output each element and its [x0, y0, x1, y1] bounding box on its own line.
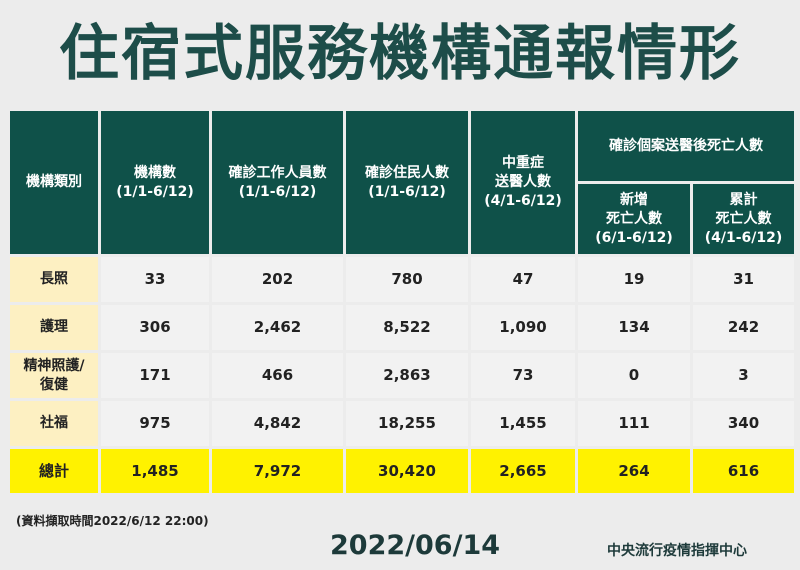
cell: 31: [693, 257, 794, 302]
header-category: 機構類別: [10, 111, 98, 254]
cell: 975: [101, 401, 209, 446]
cell: 3: [693, 353, 794, 398]
header-cum-deaths: 累計 死亡人數 (4/1-6/12): [693, 184, 794, 254]
cell: 466: [212, 353, 343, 398]
cell: 18,255: [346, 401, 468, 446]
row-category: 長照: [10, 257, 98, 302]
row-category: 護理: [10, 305, 98, 350]
organization-name: 中央流行疫情指揮中心: [607, 543, 747, 559]
table-row: 社福 975 4,842 18,255 1,455 111 340: [10, 401, 794, 446]
cell: 0: [578, 353, 690, 398]
header-severe: 中重症 送醫人數 (4/1-6/12): [471, 111, 575, 254]
header-institutions: 機構數 (1/1-6/12): [101, 111, 209, 254]
cell: 47: [471, 257, 575, 302]
table-row: 長照 33 202 780 47 19 31: [10, 257, 794, 302]
cell: 780: [346, 257, 468, 302]
cell: 33: [101, 257, 209, 302]
row-category: 精神照護/復健: [10, 353, 98, 398]
cell: 306: [101, 305, 209, 350]
total-cell: 264: [578, 449, 690, 493]
table-row: 護理 306 2,462 8,522 1,090 134 242: [10, 305, 794, 350]
cell: 1,090: [471, 305, 575, 350]
cell: 2,863: [346, 353, 468, 398]
total-row: 總計 1,485 7,972 30,420 2,665 264 616: [10, 449, 794, 493]
row-category: 社福: [10, 401, 98, 446]
cell: 8,522: [346, 305, 468, 350]
data-table: 機構類別 機構數 (1/1-6/12) 確診工作人員數 (1/1-6/12) 確診住…: [7, 108, 797, 496]
publish-date: 2022/06/14: [330, 530, 501, 561]
page-title: 住宿式服務機構通報情形: [59, 19, 741, 89]
header-deaths-group: 確診個案送醫後死亡人數: [578, 111, 794, 181]
data-timestamp-note: (資料擷取時間2022/6/12 22:00): [16, 514, 209, 528]
cell: 4,842: [212, 401, 343, 446]
cell: 171: [101, 353, 209, 398]
total-cell: 30,420: [346, 449, 468, 493]
header-residents: 確診住民人數 (1/1-6/12): [346, 111, 468, 254]
cell: 2,462: [212, 305, 343, 350]
total-cell: 616: [693, 449, 794, 493]
header-new-deaths: 新增 死亡人數 (6/1-6/12): [578, 184, 690, 254]
cell: 340: [693, 401, 794, 446]
cell: 73: [471, 353, 575, 398]
total-cell: 7,972: [212, 449, 343, 493]
cell: 242: [693, 305, 794, 350]
cell: 202: [212, 257, 343, 302]
cell: 19: [578, 257, 690, 302]
header-staff: 確診工作人員數 (1/1-6/12): [212, 111, 343, 254]
total-label: 總計: [10, 449, 98, 493]
table-row: 精神照護/復健 171 466 2,863 73 0 3: [10, 353, 794, 398]
cell: 111: [578, 401, 690, 446]
total-cell: 1,485: [101, 449, 209, 493]
cell: 1,455: [471, 401, 575, 446]
total-cell: 2,665: [471, 449, 575, 493]
cell: 134: [578, 305, 690, 350]
